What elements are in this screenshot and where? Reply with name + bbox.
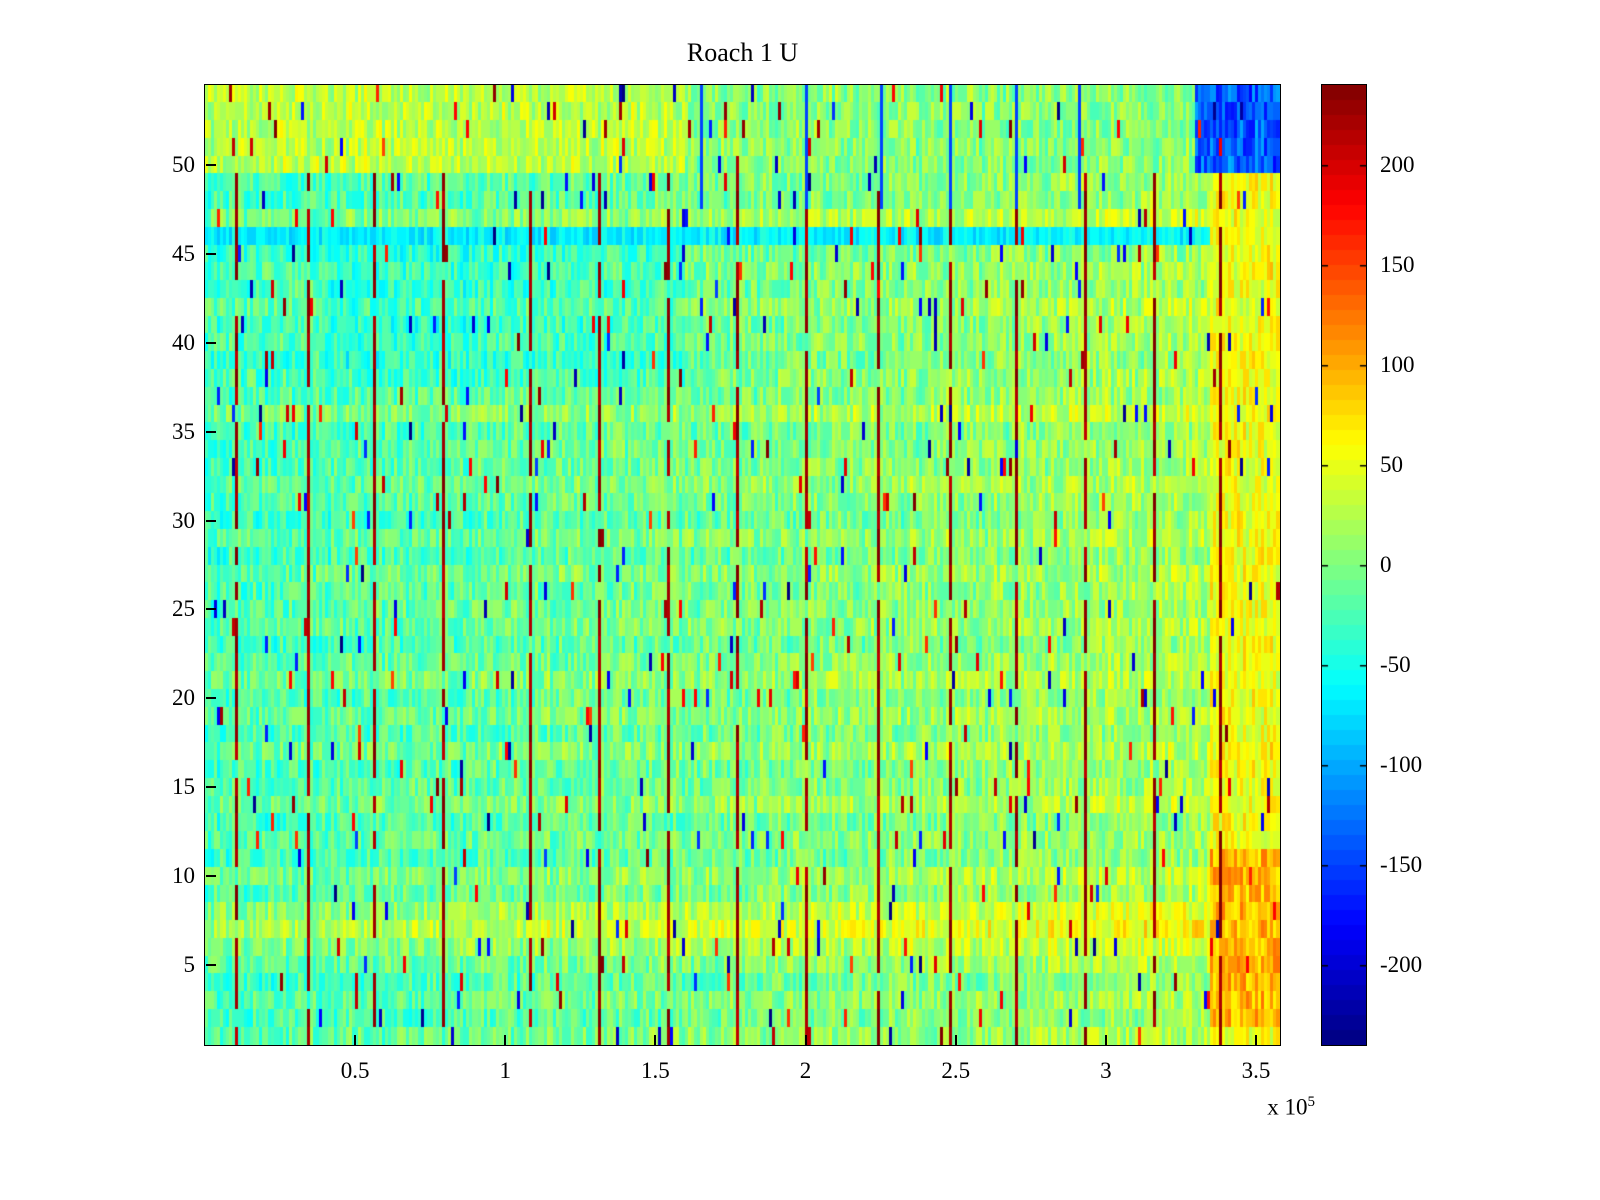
colorbar-tick-label: -50 — [1380, 652, 1411, 677]
y-tick-mark — [206, 786, 216, 789]
y-tick-mark — [206, 252, 216, 255]
colorbar-tick-label: 50 — [1380, 452, 1403, 477]
y-tick-label: 40 — [172, 329, 195, 355]
y-tick-mark — [206, 341, 216, 344]
x-axis-exponent-label: x 105 — [1205, 1094, 1315, 1121]
x-axis-exponent-text: x 10 — [1267, 1094, 1308, 1120]
y-tick-label: 30 — [172, 507, 195, 533]
y-tick-mark — [206, 697, 216, 700]
x-tick-mark — [1104, 1035, 1107, 1045]
colorbar-canvas — [1322, 85, 1366, 1045]
colorbar-tick-label: 200 — [1380, 152, 1415, 177]
y-tick-label: 20 — [172, 685, 195, 711]
y-tick-label: 45 — [172, 240, 195, 266]
y-tick-mark — [206, 519, 216, 522]
x-tick-mark — [804, 1035, 807, 1045]
y-tick-mark — [206, 964, 216, 966]
x-tick-label: 3 — [1100, 1058, 1112, 1083]
y-tick-label: 15 — [172, 774, 195, 800]
heatmap-plot-area — [204, 84, 1281, 1046]
x-tick-mark — [654, 1035, 657, 1045]
x-tick-label: 2.5 — [941, 1058, 971, 1083]
y-tick-mark — [206, 164, 216, 166]
y-tick-mark — [206, 430, 216, 433]
x-tick-label: 1.5 — [641, 1058, 670, 1083]
heatmap-canvas — [205, 85, 1280, 1045]
y-tick-label: 35 — [172, 418, 195, 444]
y-tick-mark — [206, 608, 216, 611]
x-tick-mark — [954, 1035, 957, 1045]
colorbar-tick-label: -200 — [1380, 952, 1423, 977]
x-tick-label: 2 — [799, 1058, 812, 1083]
x-tick-mark — [354, 1035, 357, 1045]
x-tick-label: 0.5 — [340, 1058, 370, 1083]
colorbar-tick-label: -100 — [1380, 752, 1423, 777]
chart-title: Roach 1 U — [686, 38, 799, 67]
x-tick-mark — [1254, 1035, 1257, 1045]
x-tick-label: 1 — [499, 1058, 512, 1083]
colorbar-tick-label: 100 — [1380, 352, 1415, 377]
x-tick-mark — [504, 1035, 507, 1045]
colorbar-tick-label: 0 — [1380, 552, 1392, 577]
y-tick-mark — [206, 875, 216, 878]
x-tick-label: 3.5 — [1241, 1058, 1271, 1083]
y-tick-label: 50 — [172, 152, 195, 177]
colorbar-tick-label: 150 — [1380, 252, 1415, 277]
y-tick-label: 25 — [172, 596, 195, 622]
colorbar — [1321, 84, 1367, 1046]
y-tick-label: 5 — [183, 952, 196, 977]
colorbar-tick-label: -150 — [1380, 852, 1423, 877]
x-axis-exponent-power: 5 — [1307, 1094, 1316, 1110]
y-tick-label: 10 — [172, 863, 195, 889]
